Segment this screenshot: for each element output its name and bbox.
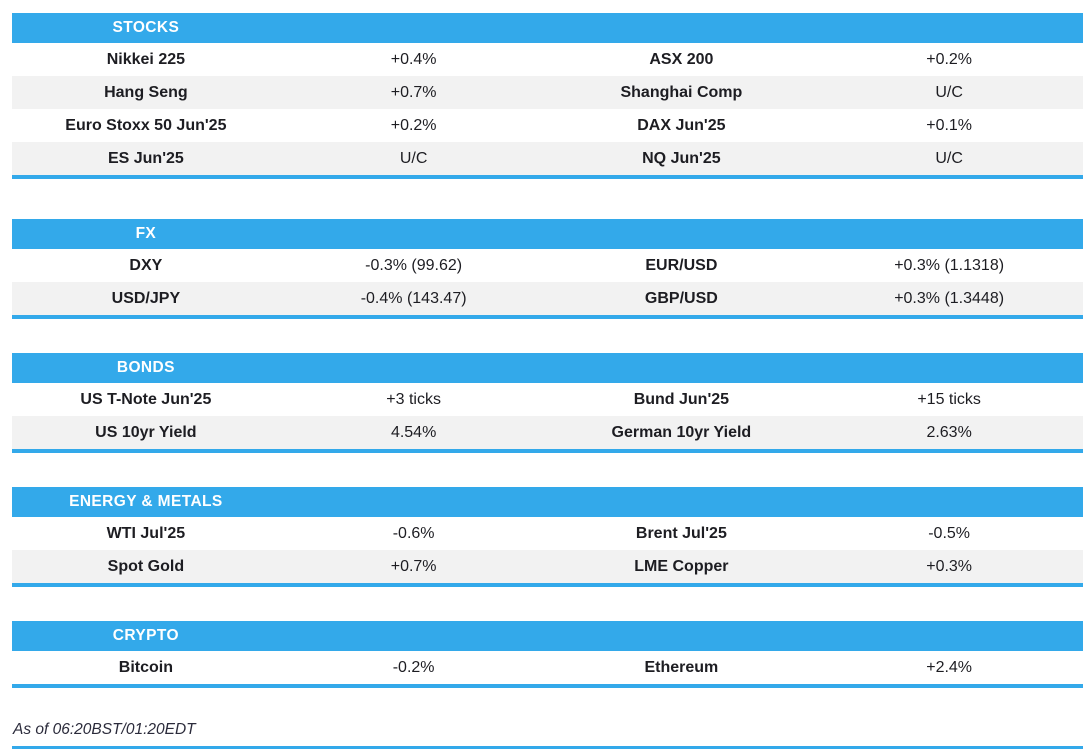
section-rows: Bitcoin -0.2% Ethereum +2.4%	[12, 651, 1083, 684]
instrument-value-right: U/C	[935, 83, 963, 101]
section-divider	[12, 684, 1083, 688]
section-header: FX	[12, 219, 1083, 249]
instrument-name-right: Bund Jun'25	[633, 390, 730, 408]
table-row: US 10yr Yield 4.54% German 10yr Yield 2.…	[12, 416, 1083, 449]
table-row: Hang Seng +0.7% Shanghai Comp U/C	[12, 76, 1083, 109]
instrument-name-left: Spot Gold	[107, 557, 185, 575]
instrument-name-left: Euro Stoxx 50 Jun'25	[65, 116, 227, 134]
instrument-name-right: Shanghai Comp	[620, 83, 743, 101]
instrument-value-right: +2.4%	[926, 658, 973, 676]
instrument-name-right: NQ Jun'25	[642, 149, 721, 167]
sections-container: STOCKS Nikkei 225 +0.4% ASX 200 +0.2% Ha…	[12, 13, 1083, 688]
instrument-name-left: WTI Jul'25	[106, 524, 186, 542]
instrument-value-right: +0.1%	[926, 116, 973, 134]
instrument-name-left: US T-Note Jun'25	[80, 390, 212, 408]
market-section: BONDS US T-Note Jun'25 +3 ticks Bund Jun…	[12, 353, 1083, 453]
table-row: US T-Note Jun'25 +3 ticks Bund Jun'25 +1…	[12, 383, 1083, 416]
as-of-timestamp: As of 06:20BST/01:20EDT	[13, 721, 196, 738]
instrument-value-right: +15 ticks	[917, 390, 981, 408]
market-section: FX DXY -0.3% (99.62) EUR/USD +0.3% (1.13…	[12, 219, 1083, 319]
instrument-value-right: U/C	[935, 149, 963, 167]
instrument-name-right: LME Copper	[634, 557, 729, 575]
instrument-value-left: -0.4% (143.47)	[360, 289, 467, 307]
section-header: STOCKS	[12, 13, 1083, 43]
instrument-name-right: German 10yr Yield	[611, 423, 752, 441]
section-divider	[12, 449, 1083, 453]
section-divider	[12, 315, 1083, 319]
instrument-value-left: U/C	[399, 149, 428, 167]
instrument-value-left: 4.54%	[390, 423, 437, 441]
section-rows: DXY -0.3% (99.62) EUR/USD +0.3% (1.1318)…	[12, 249, 1083, 315]
instrument-value-left: -0.2%	[392, 658, 435, 676]
section-rows: Nikkei 225 +0.4% ASX 200 +0.2% Hang Seng…	[12, 43, 1083, 175]
instrument-name-left: DXY	[129, 256, 163, 274]
instrument-name-right: Brent Jul'25	[635, 524, 727, 542]
instrument-value-left: -0.6%	[392, 524, 435, 542]
section-title: ENERGY & METALS	[69, 493, 223, 510]
instrument-value-left: +0.7%	[390, 83, 437, 101]
market-section: STOCKS Nikkei 225 +0.4% ASX 200 +0.2% Ha…	[12, 13, 1083, 179]
table-row: Euro Stoxx 50 Jun'25 +0.2% DAX Jun'25 +0…	[12, 109, 1083, 142]
instrument-value-right: +0.3%	[926, 557, 973, 575]
table-row: Spot Gold +0.7% LME Copper +0.3%	[12, 550, 1083, 583]
table-row: ES Jun'25 U/C NQ Jun'25 U/C	[12, 142, 1083, 175]
table-row: Nikkei 225 +0.4% ASX 200 +0.2%	[12, 43, 1083, 76]
instrument-name-left: Hang Seng	[104, 83, 188, 101]
table-row: USD/JPY -0.4% (143.47) GBP/USD +0.3% (1.…	[12, 282, 1083, 315]
instrument-value-left: +3 ticks	[386, 390, 441, 408]
instrument-name-left: Bitcoin	[118, 658, 173, 676]
section-divider	[12, 583, 1083, 587]
instrument-value-left: +0.2%	[390, 116, 437, 134]
section-rows: US T-Note Jun'25 +3 ticks Bund Jun'25 +1…	[12, 383, 1083, 449]
instrument-name-right: EUR/USD	[645, 256, 718, 274]
instrument-name-right: DAX Jun'25	[637, 116, 726, 134]
table-row: DXY -0.3% (99.62) EUR/USD +0.3% (1.1318)	[12, 249, 1083, 282]
instrument-value-right: 2.63%	[926, 423, 972, 441]
table-row: Bitcoin -0.2% Ethereum +2.4%	[12, 651, 1083, 684]
instrument-name-left: US 10yr Yield	[95, 423, 197, 441]
instrument-value-right: +0.2%	[926, 50, 973, 68]
table-row: WTI Jul'25 -0.6% Brent Jul'25 -0.5%	[12, 517, 1083, 550]
instrument-name-left: ES Jun'25	[107, 149, 184, 167]
section-rows: WTI Jul'25 -0.6% Brent Jul'25 -0.5% Spot…	[12, 517, 1083, 583]
instrument-value-right: +0.3% (1.1318)	[894, 256, 1005, 274]
instrument-name-right: GBP/USD	[644, 289, 718, 307]
market-section: ENERGY & METALS WTI Jul'25 -0.6% Brent J…	[12, 487, 1083, 587]
instrument-name-left: USD/JPY	[111, 289, 181, 307]
instrument-value-left: -0.3% (99.62)	[365, 256, 463, 274]
section-title: BONDS	[116, 359, 175, 376]
section-title: STOCKS	[112, 19, 180, 36]
market-section: CRYPTO Bitcoin -0.2% Ethereum +2.4%	[12, 621, 1083, 688]
instrument-value-left: +0.7%	[390, 557, 437, 575]
section-header: CRYPTO	[12, 621, 1083, 651]
instrument-value-right: -0.5%	[928, 524, 971, 542]
instrument-name-right: Ethereum	[644, 658, 719, 676]
instrument-value-right: +0.3% (1.3448)	[894, 289, 1005, 307]
section-header: BONDS	[12, 353, 1083, 383]
instrument-value-left: +0.4%	[390, 50, 437, 68]
instrument-name-right: ASX 200	[649, 50, 714, 68]
section-title: CRYPTO	[112, 627, 179, 644]
section-header: ENERGY & METALS	[12, 487, 1083, 517]
instrument-name-left: Nikkei 225	[106, 50, 186, 68]
section-title: FX	[135, 225, 157, 242]
section-divider	[12, 175, 1083, 179]
